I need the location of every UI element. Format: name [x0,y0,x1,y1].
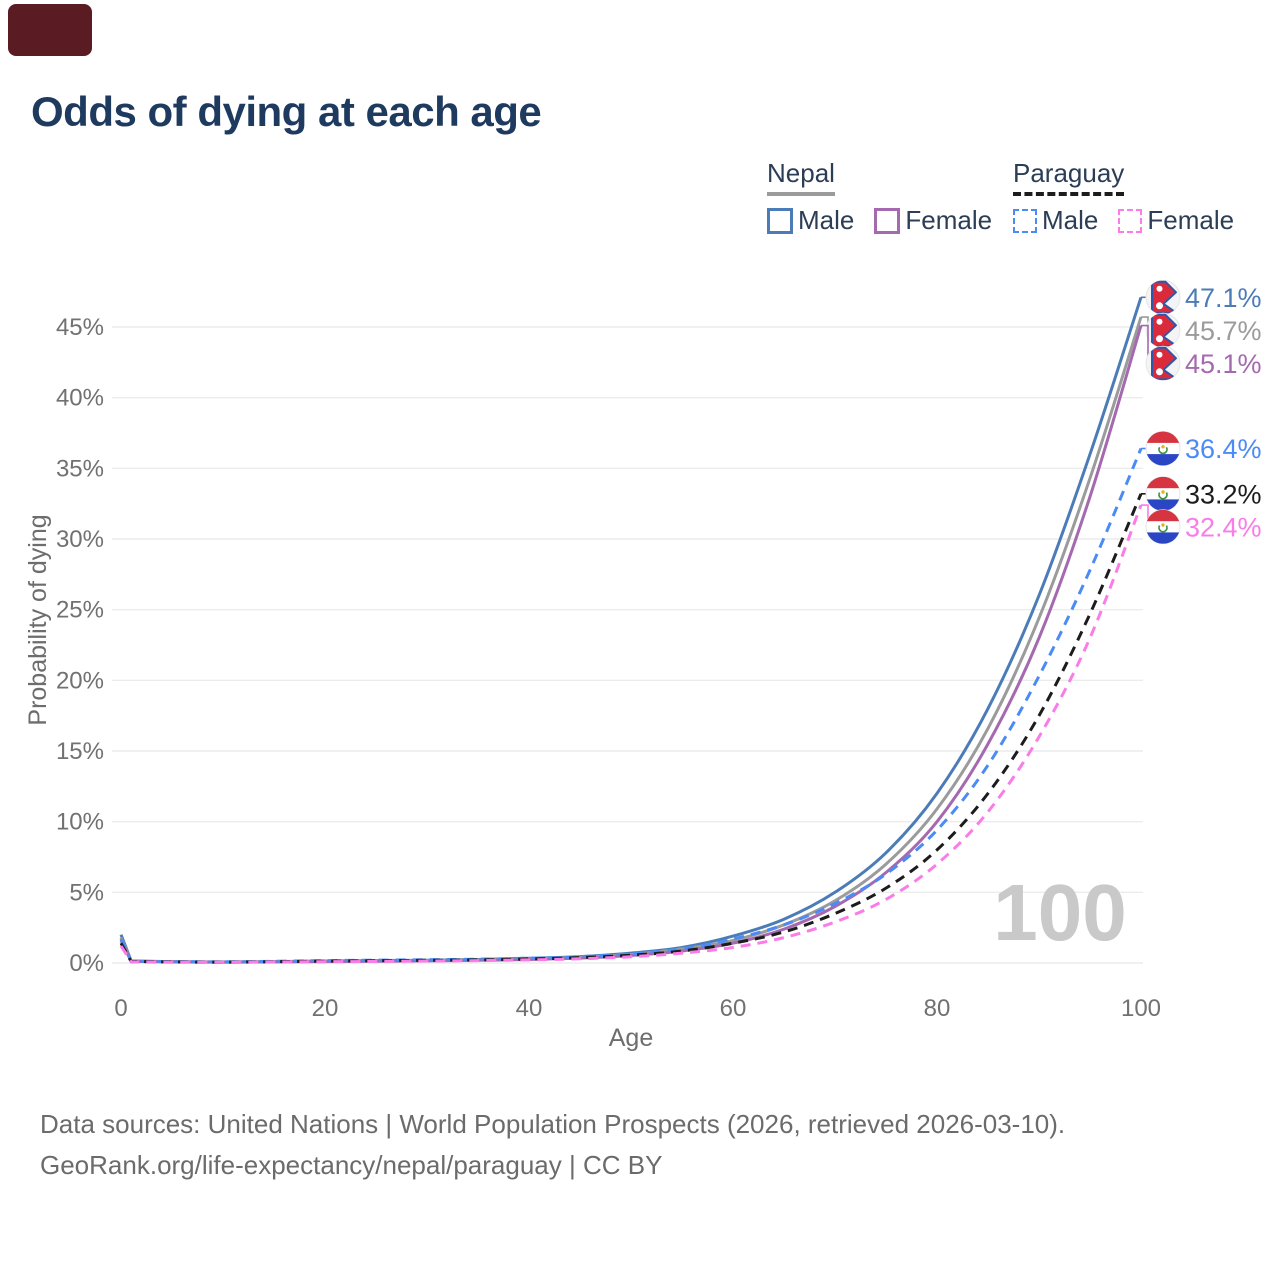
x-tick-label-80: 80 [924,995,951,1022]
end-value-label-paraguay-male: 36.4% [1185,434,1262,464]
series-line-paraguay-female[interactable] [119,504,1143,964]
x-tick-label-60: 60 [720,995,747,1022]
nepal-flag-icon [1145,279,1181,315]
legend-items-paraguay: Male Female [1013,205,1234,236]
y-tick-label-0: 0% [69,950,104,977]
nepal-flag-icon [1145,345,1181,381]
legend-country-paraguay[interactable]: Paraguay [1013,158,1125,196]
paraguay-male-swatch-icon [1013,208,1037,233]
y-tick-label-35: 35% [56,455,104,482]
y-tick-label-30: 30% [56,526,104,553]
y-tick-label-25: 25% [56,597,104,624]
legend-label-nepal-male: Male [798,205,855,235]
end-value-label-nepal: 45.7% [1185,316,1262,346]
x-axis: 0 20 40 60 80 100 Age [114,995,1161,1052]
legend-item-paraguay-female[interactable]: Female [1118,205,1234,236]
y-tick-label-20: 20% [56,667,104,694]
x-tick-label-0: 0 [114,995,127,1022]
end-value-label-paraguay: 33.2% [1185,479,1262,509]
y-tick-label-45: 45% [56,314,104,341]
legend-group-nepal: Nepal Male Female [767,158,992,236]
y-tick-label-5: 5% [69,879,104,906]
y-tick-label-40: 40% [56,385,104,412]
x-tick-label-100: 100 [1121,995,1161,1022]
footer: Data sources: United Nations | World Pop… [40,1104,1065,1186]
nepal-flag-icon [1145,312,1181,348]
legend-label-paraguay-male: Male [1042,205,1099,235]
x-tick-label-20: 20 [312,995,339,1022]
legend-item-paraguay-male[interactable]: Male [1013,205,1098,236]
legend-label-nepal-female: Female [905,205,993,235]
end-value-label-nepal-male: 47.1% [1185,283,1262,313]
series-line-nepal[interactable] [119,316,1143,964]
legend-item-nepal-female[interactable]: Female [874,205,992,236]
series-line-nepal-male[interactable] [119,296,1143,964]
end-value-label-paraguay-female: 32.4% [1185,512,1262,542]
paraguay-flag-icon [1145,509,1181,545]
nepal-male-swatch-icon [767,207,793,234]
paraguay-female-swatch-icon [1118,208,1143,233]
footer-attribution: GeoRank.org/life-expectancy/nepal/paragu… [40,1150,663,1180]
legend-label-paraguay-female: Female [1147,205,1235,235]
top-left-red-banner [8,4,92,56]
y-tick-label-15: 15% [56,738,104,765]
legend: Nepal Male Female Paraguay Male [0,158,1280,248]
nepal-female-swatch-icon [874,207,901,234]
legend-items-nepal: Male Female [767,205,992,236]
legend-group-paraguay: Paraguay Male Female [1013,158,1234,236]
legend-item-nepal-male[interactable]: Male [767,205,854,236]
paraguay-flag-icon [1145,476,1181,512]
x-axis-title: Age [609,1024,653,1052]
y-axis-title: Probability of dying [24,514,52,725]
y-tick-label-10: 10% [56,809,104,836]
series-line-nepal-female[interactable] [119,325,1143,964]
series-lines [119,296,1143,964]
end-value-label-nepal-female: 45.1% [1185,349,1262,379]
x-tick-label-40: 40 [516,995,543,1022]
legend-country-nepal[interactable]: Nepal [767,158,835,196]
footer-data-sources: Data sources: United Nations | World Pop… [40,1109,1066,1139]
end-labels: 47.1%45.7%45.1% 36.4% 33.2%32.4% [1141,279,1262,545]
age-counter-watermark: 100 [993,868,1126,957]
paraguay-flag-icon [1145,431,1181,466]
chart-title: Odds of dying at each age [31,88,542,135]
series-line-paraguay-male[interactable] [119,447,1143,964]
gridlines: 0% 5% 10% 15% 20% 25% 30% 35% 40% 45% [56,314,1143,977]
